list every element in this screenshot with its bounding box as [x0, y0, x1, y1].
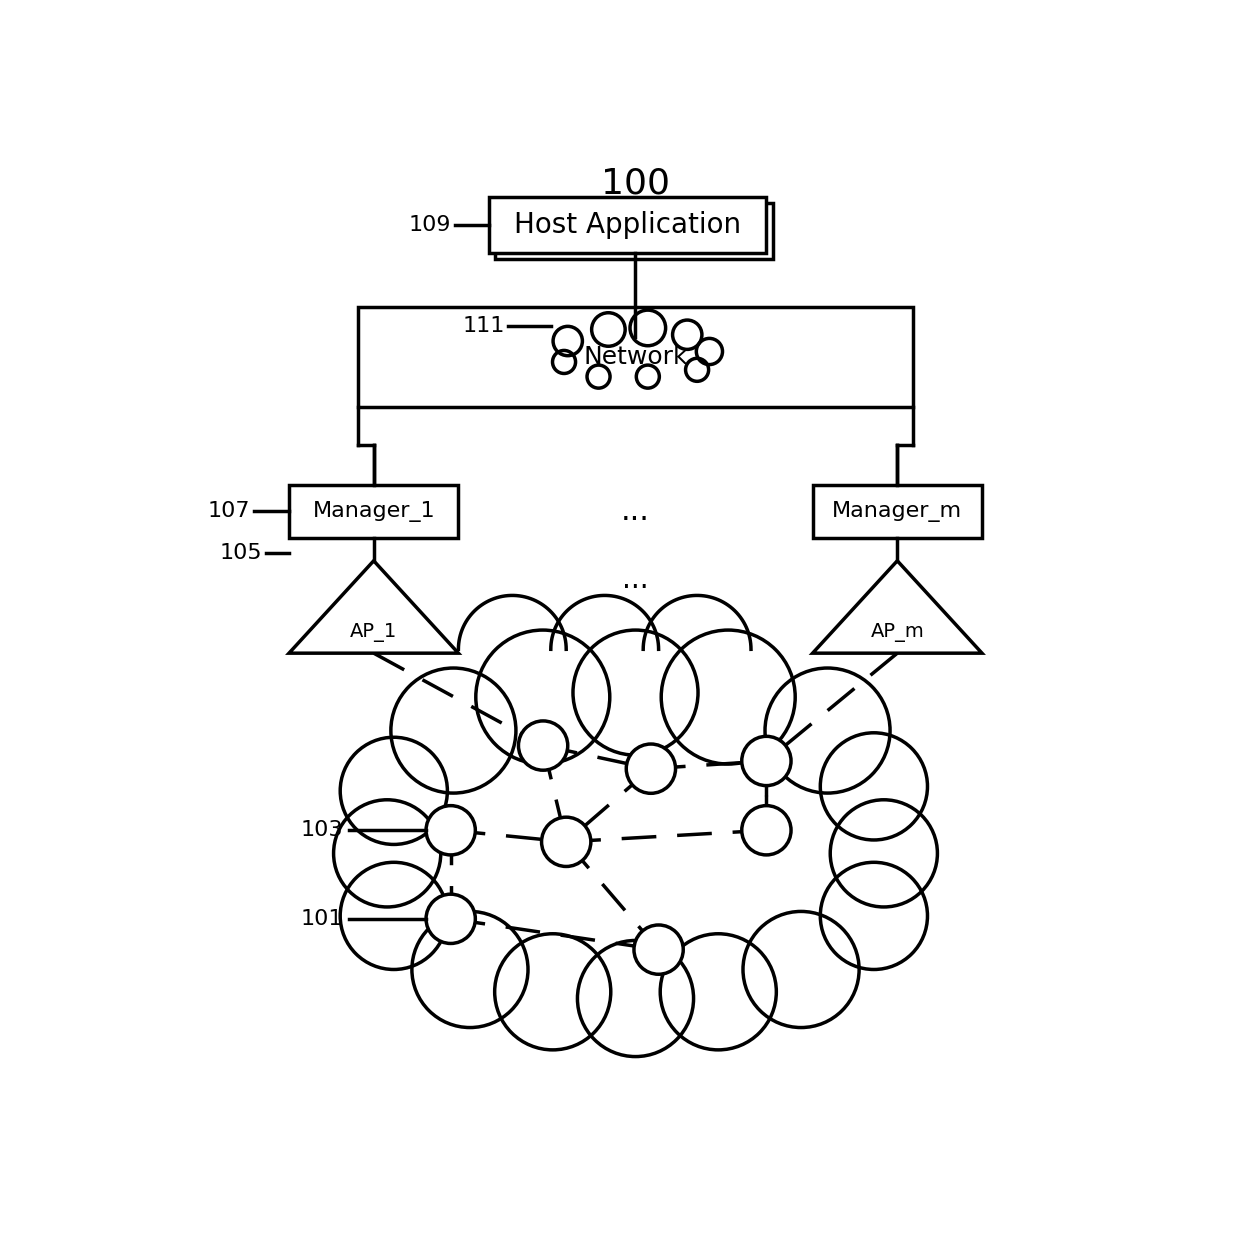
Polygon shape: [812, 561, 982, 653]
Bar: [377, 690, 894, 976]
Text: 101: 101: [300, 908, 343, 928]
Circle shape: [587, 365, 610, 388]
Bar: [812, 485, 982, 538]
Circle shape: [660, 933, 776, 1050]
Text: 107: 107: [208, 501, 250, 521]
Circle shape: [634, 925, 683, 975]
Bar: [289, 485, 459, 538]
Circle shape: [626, 744, 676, 793]
Circle shape: [743, 911, 859, 1027]
Circle shape: [340, 862, 448, 970]
Text: 109: 109: [408, 216, 450, 236]
Circle shape: [831, 799, 937, 907]
Circle shape: [578, 941, 693, 1056]
Circle shape: [686, 358, 708, 381]
Circle shape: [518, 720, 568, 771]
Circle shape: [821, 733, 928, 840]
Circle shape: [553, 351, 575, 373]
Circle shape: [636, 365, 660, 388]
Circle shape: [742, 737, 791, 786]
Circle shape: [591, 313, 625, 346]
Text: ...: ...: [622, 566, 649, 594]
Polygon shape: [289, 561, 459, 653]
Bar: [549, 352, 722, 380]
Bar: [358, 307, 913, 407]
Text: AP_m: AP_m: [870, 624, 924, 643]
Circle shape: [334, 799, 440, 907]
Circle shape: [765, 668, 890, 793]
Bar: [495, 203, 773, 259]
Bar: [490, 197, 766, 253]
Circle shape: [553, 326, 583, 356]
Text: 103: 103: [300, 821, 343, 841]
Text: 111: 111: [463, 316, 505, 336]
Circle shape: [742, 806, 791, 855]
Circle shape: [697, 338, 723, 365]
Circle shape: [630, 311, 666, 346]
Circle shape: [427, 806, 475, 855]
Circle shape: [661, 630, 795, 764]
Text: 100: 100: [601, 167, 670, 200]
Text: ...: ...: [621, 497, 650, 526]
Circle shape: [427, 895, 475, 944]
Text: Manager_m: Manager_m: [832, 501, 962, 523]
Text: AP_1: AP_1: [350, 624, 397, 643]
Circle shape: [391, 668, 516, 793]
Text: 105: 105: [219, 543, 262, 563]
Text: Manager_1: Manager_1: [312, 501, 435, 523]
Circle shape: [821, 862, 928, 970]
Text: Host Application: Host Application: [515, 211, 742, 239]
Text: Network: Network: [583, 345, 688, 368]
Circle shape: [340, 737, 448, 845]
Circle shape: [476, 630, 610, 764]
Circle shape: [573, 630, 698, 756]
Circle shape: [542, 817, 590, 867]
Circle shape: [412, 911, 528, 1027]
Circle shape: [495, 933, 611, 1050]
Circle shape: [672, 320, 702, 350]
